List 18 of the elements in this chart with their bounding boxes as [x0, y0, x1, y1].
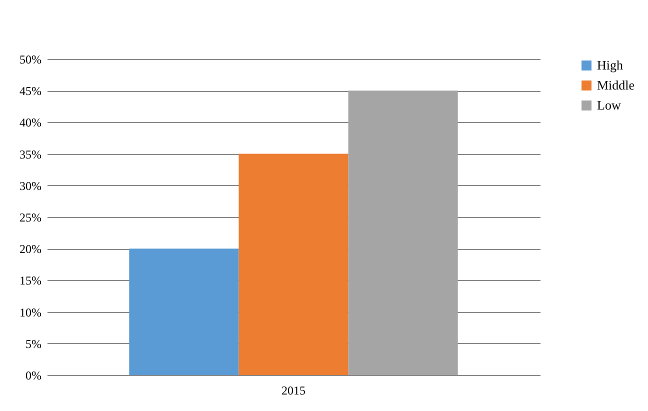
y-tick-label: 0%	[26, 368, 42, 382]
legend-label: Middle	[597, 78, 635, 92]
y-tick-label: 5%	[26, 336, 42, 351]
y-tick-label: 25%	[20, 210, 42, 224]
bar	[238, 154, 348, 375]
y-tick-label: 45%	[20, 84, 42, 98]
y-tick-label: 30%	[20, 178, 42, 193]
y-tick-label: 20%	[20, 242, 42, 256]
bar	[348, 90, 458, 375]
y-tick-label: 50%	[20, 52, 42, 66]
y-tick-label: 35%	[20, 147, 42, 162]
bar	[129, 248, 239, 375]
x-tick-label: 2015	[282, 384, 306, 398]
legend-label: High	[597, 58, 624, 72]
legend-label: Low	[597, 98, 622, 112]
y-tick-label: 10%	[20, 305, 42, 320]
y-tick-label: 40%	[20, 116, 42, 130]
y-tick-label: 15%	[20, 274, 42, 288]
